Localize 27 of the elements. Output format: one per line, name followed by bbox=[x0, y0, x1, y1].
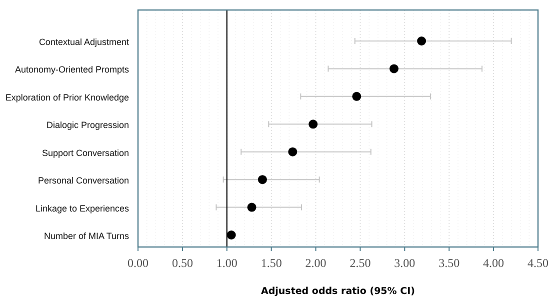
point bbox=[417, 36, 426, 46]
x-tick-label: 4.50 bbox=[528, 256, 548, 270]
y-tick-label: Contextual Adjustment bbox=[38, 37, 130, 47]
y-tick-label: Dialogic Progression bbox=[46, 120, 129, 130]
x-tick-label: 0.00 bbox=[128, 256, 148, 270]
y-tick-label: Linkage to Experiences bbox=[35, 203, 130, 214]
y-tick-label: Number of MIA Turns bbox=[44, 231, 130, 241]
point bbox=[247, 202, 256, 212]
x-tick-label: 1.50 bbox=[260, 256, 282, 270]
point bbox=[226, 230, 236, 240]
x-tick-label: 0.50 bbox=[172, 256, 193, 270]
x-tick-label: 1.00 bbox=[216, 256, 238, 270]
y-tick-label: Support Conversation bbox=[42, 148, 129, 158]
x-tick-label: 2.00 bbox=[305, 256, 326, 270]
point bbox=[258, 175, 267, 184]
point bbox=[308, 120, 318, 129]
point bbox=[352, 92, 362, 101]
x-tick-label: 2.50 bbox=[350, 256, 371, 270]
x-axis-title: Adjusted odds ratio (95% CI) bbox=[261, 286, 415, 297]
y-tick-label: Personal Conversation bbox=[38, 176, 129, 186]
y-tick-label: Exploration of Prior Knowledge bbox=[5, 92, 129, 102]
point bbox=[288, 147, 298, 156]
x-tick-label: 3.00 bbox=[394, 256, 416, 270]
x-tick-label: 4.00 bbox=[483, 256, 504, 270]
x-tick-label: 3.50 bbox=[438, 256, 460, 270]
point bbox=[390, 64, 398, 74]
y-tick-label: Autonomy-Oriented Prompts bbox=[14, 64, 130, 75]
